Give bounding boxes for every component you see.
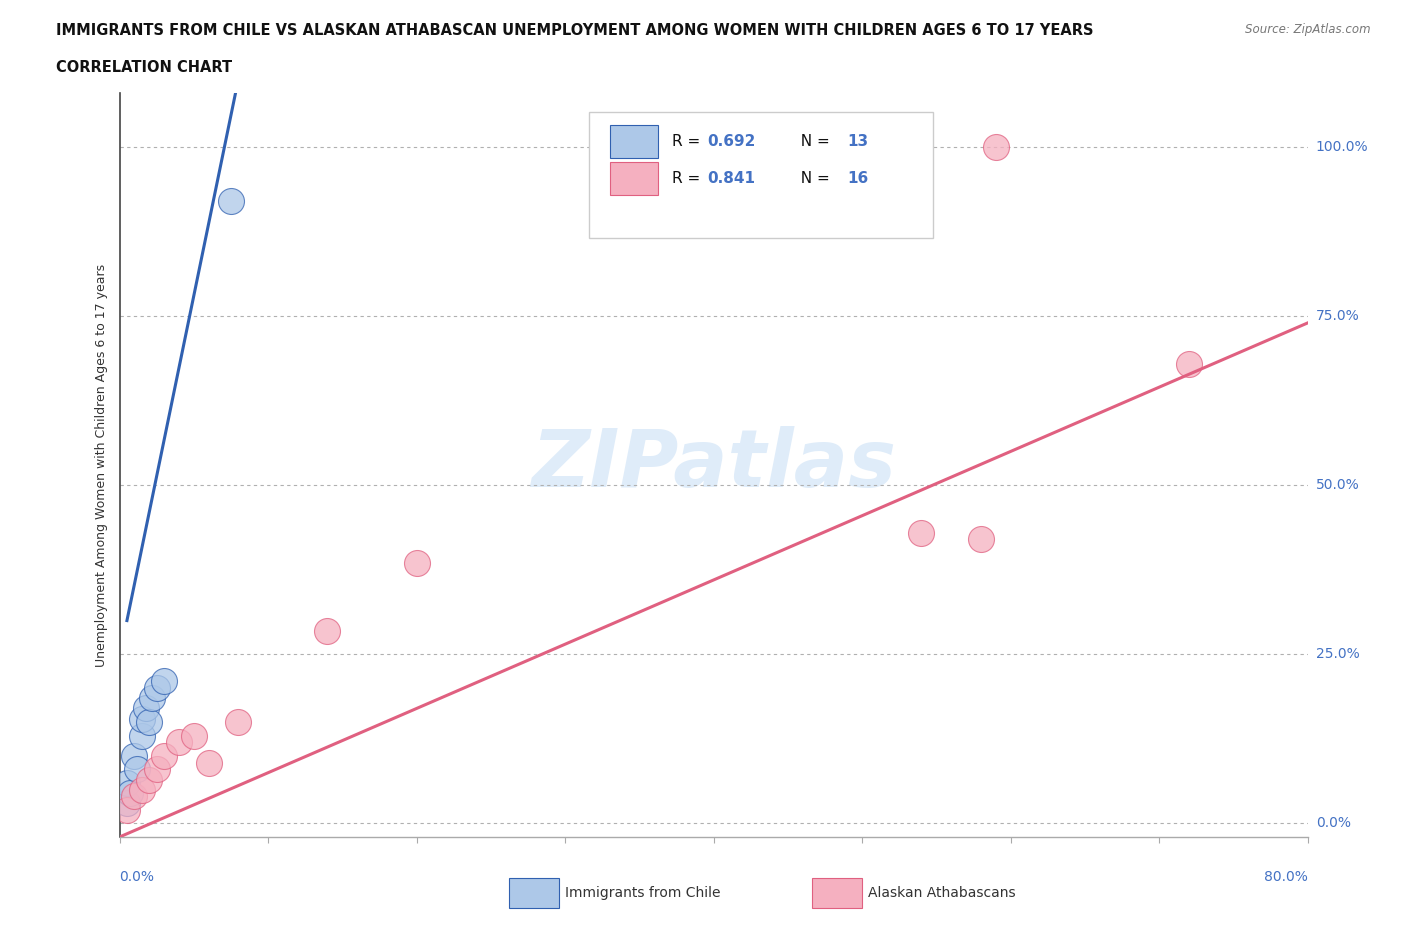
- Point: [118, 786, 141, 801]
- Point: [131, 728, 153, 743]
- Point: [153, 674, 176, 689]
- Text: Alaskan Athabascans: Alaskan Athabascans: [868, 885, 1015, 900]
- Point: [970, 532, 993, 547]
- Text: Immigrants from Chile: Immigrants from Chile: [565, 885, 720, 900]
- Point: [145, 681, 167, 696]
- Point: [131, 711, 153, 726]
- FancyBboxPatch shape: [610, 125, 658, 158]
- Text: CORRELATION CHART: CORRELATION CHART: [56, 60, 232, 75]
- Point: [115, 803, 138, 817]
- Point: [167, 735, 190, 750]
- Point: [131, 782, 153, 797]
- Text: R =: R =: [672, 171, 704, 186]
- Point: [124, 789, 146, 804]
- Text: N =: N =: [790, 134, 834, 149]
- Point: [910, 525, 932, 540]
- FancyBboxPatch shape: [813, 878, 862, 908]
- Text: 0.0%: 0.0%: [120, 870, 155, 884]
- Text: 50.0%: 50.0%: [1316, 478, 1360, 492]
- Y-axis label: Unemployment Among Women with Children Ages 6 to 17 years: Unemployment Among Women with Children A…: [94, 263, 108, 667]
- Point: [1178, 356, 1201, 371]
- Text: 75.0%: 75.0%: [1316, 309, 1360, 324]
- Point: [138, 714, 160, 729]
- Point: [115, 796, 138, 811]
- Text: N =: N =: [790, 171, 834, 186]
- Point: [153, 749, 176, 764]
- FancyBboxPatch shape: [589, 112, 934, 238]
- Text: 16: 16: [848, 171, 869, 186]
- Point: [984, 140, 1007, 154]
- Point: [197, 755, 219, 770]
- Text: R =: R =: [672, 134, 704, 149]
- Text: 80.0%: 80.0%: [1264, 870, 1308, 884]
- Point: [145, 762, 167, 777]
- Point: [135, 701, 157, 716]
- Text: ZIPatlas: ZIPatlas: [531, 426, 896, 504]
- FancyBboxPatch shape: [509, 878, 560, 908]
- Point: [115, 776, 138, 790]
- Point: [183, 728, 205, 743]
- Point: [127, 762, 149, 777]
- Text: Source: ZipAtlas.com: Source: ZipAtlas.com: [1246, 23, 1371, 36]
- Text: 100.0%: 100.0%: [1316, 140, 1368, 154]
- Point: [138, 772, 160, 787]
- Point: [316, 623, 339, 638]
- Point: [141, 691, 163, 706]
- Text: 0.692: 0.692: [707, 134, 756, 149]
- Point: [219, 193, 242, 208]
- Text: 13: 13: [848, 134, 869, 149]
- Point: [228, 714, 250, 729]
- Text: 0.0%: 0.0%: [1316, 817, 1351, 830]
- Text: IMMIGRANTS FROM CHILE VS ALASKAN ATHABASCAN UNEMPLOYMENT AMONG WOMEN WITH CHILDR: IMMIGRANTS FROM CHILE VS ALASKAN ATHABAS…: [56, 23, 1094, 38]
- FancyBboxPatch shape: [610, 162, 658, 195]
- Text: 0.841: 0.841: [707, 171, 755, 186]
- Point: [405, 555, 427, 570]
- Text: 25.0%: 25.0%: [1316, 647, 1360, 661]
- Point: [124, 749, 146, 764]
